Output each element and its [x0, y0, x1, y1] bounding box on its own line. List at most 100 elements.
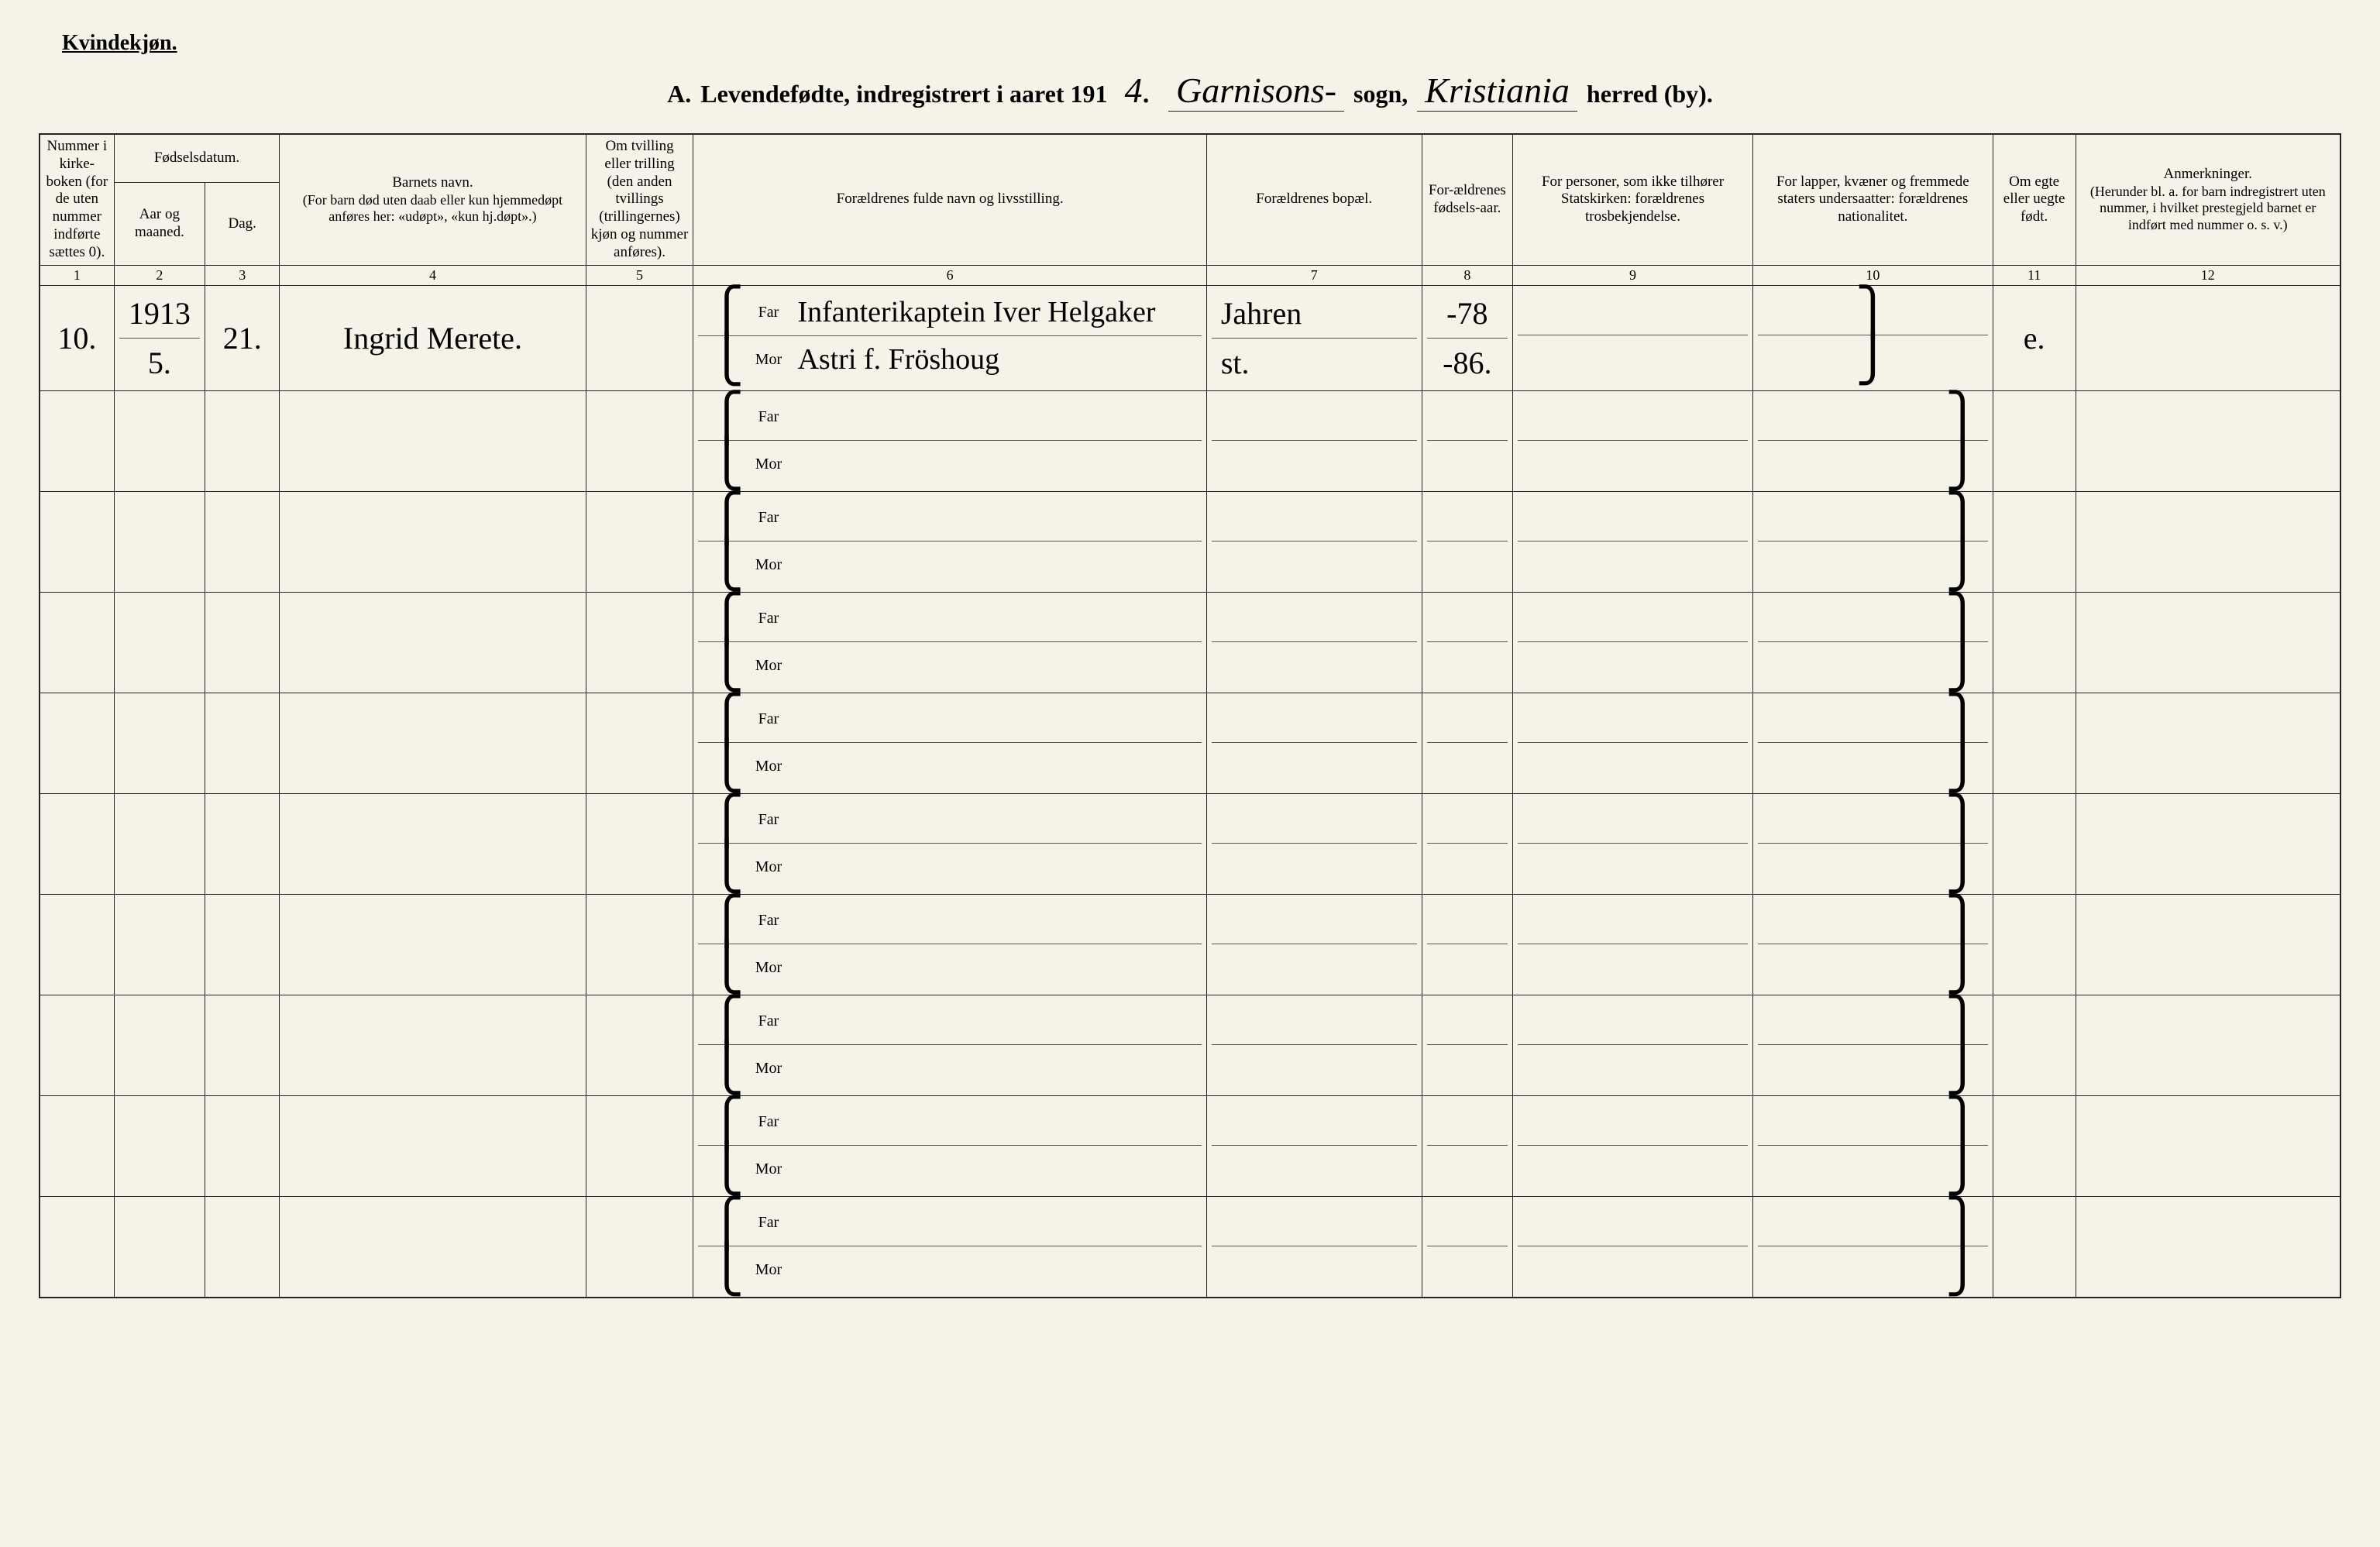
blank-cell	[280, 391, 586, 492]
colnum-5: 5	[586, 265, 693, 286]
blank-cell	[205, 492, 280, 593]
blank-cell	[40, 593, 114, 693]
mor-label: Mor	[747, 1160, 789, 1178]
blank-cell	[1422, 391, 1513, 492]
blank-cell	[114, 895, 205, 995]
entry-year-month: 1913 5.	[114, 286, 205, 391]
blank-cell	[1993, 492, 2076, 593]
blank-cell	[280, 995, 586, 1096]
entry-nationality: ⎫ ⎭	[1752, 286, 1993, 391]
colnum-7: 7	[1206, 265, 1422, 286]
blank-cell	[1206, 895, 1422, 995]
col-header-2b: Dag.	[205, 183, 280, 265]
brace-icon: ⎧	[706, 1209, 747, 1237]
section-letter: A.	[667, 80, 691, 108]
blank-cell	[586, 492, 693, 593]
colnum-9: 9	[1513, 265, 1753, 286]
blank-cell	[205, 995, 280, 1096]
brace-icon: ⎩	[706, 954, 747, 981]
far-label: Far	[747, 610, 789, 627]
blank-cell	[586, 895, 693, 995]
blank-cell	[2076, 391, 2340, 492]
blank-parents: ⎧Far ⎩Mor	[693, 593, 1206, 693]
blank-cell	[114, 693, 205, 794]
brace-icon: ⎩	[706, 1054, 747, 1082]
blank-cell	[1206, 1096, 1422, 1197]
blank-cell	[40, 794, 114, 895]
brace-icon: ⎫	[1942, 1209, 1983, 1237]
far-label: Far	[747, 408, 789, 426]
entry-anm	[2076, 286, 2340, 391]
blank-cell	[114, 794, 205, 895]
entry-bopel: Jahren st.	[1206, 286, 1422, 391]
colnum-12: 12	[2076, 265, 2340, 286]
blank-cell	[586, 391, 693, 492]
col12-title: Anmerkninger.	[2081, 166, 2335, 184]
brace-icon: ⎩	[706, 651, 747, 679]
blank-cell	[1422, 794, 1513, 895]
far-label: Far	[747, 1113, 789, 1131]
blank-cell	[114, 593, 205, 693]
blank-cell	[1206, 794, 1422, 895]
mor-label: Mor	[747, 1261, 789, 1279]
entry-num-text: 10.	[57, 321, 96, 356]
blank-cell	[586, 693, 693, 794]
col-header-2a: Aar og maaned.	[114, 183, 205, 265]
blank-cell	[1422, 593, 1513, 693]
blank-cell	[280, 895, 586, 995]
blank-row: ⎧Far ⎩Mor ⎫⎭	[40, 1096, 2340, 1197]
colnum-6: 6	[693, 265, 1206, 286]
blank-parents: ⎧Far ⎩Mor	[693, 492, 1206, 593]
blank-cell	[1993, 693, 2076, 794]
blank-row: ⎧Far ⎩Mor ⎫⎭	[40, 693, 2340, 794]
col-header-9: For personer, som ikke tilhører Statskir…	[1513, 134, 1753, 265]
brace-icon: ⎩	[706, 551, 747, 579]
year-suffix: 4.	[1117, 70, 1160, 111]
brace-icon: ⎩	[706, 853, 747, 881]
blank-parents: ⎧Far ⎩Mor	[693, 693, 1206, 794]
blank-cell	[586, 1197, 693, 1298]
entry-child-name: Ingrid Merete.	[280, 286, 586, 391]
blank-cell	[1993, 895, 2076, 995]
entry-far-bopel: Jahren	[1221, 295, 1302, 332]
page-header: Kvindekjøn. A. Levendefødte, indregistre…	[39, 31, 2341, 127]
blank-cell	[1993, 1197, 2076, 1298]
brace-icon: ⎧	[706, 1109, 747, 1136]
blank-cell	[1993, 391, 2076, 492]
mor-label: Mor	[747, 858, 789, 876]
mor-label: Mor	[747, 556, 789, 574]
entry-ym-bot: 5.	[148, 345, 171, 381]
brace-icon: ⎭	[1942, 551, 1983, 579]
entry-row: 10. 1913 5. 21. Ingrid Merete. ⎧ Far Inf…	[40, 286, 2340, 391]
blank-cell	[1513, 794, 1753, 895]
title-line: A. Levendefødte, indregistrert i aaret 1…	[39, 64, 2341, 127]
table-header: Nummer i kirke-boken (for de uten nummer…	[40, 134, 2340, 286]
blank-cell	[205, 1197, 280, 1298]
colnum-8: 8	[1422, 265, 1513, 286]
blank-cell	[1993, 593, 2076, 693]
brace-icon: ⎫	[1942, 1008, 1983, 1036]
blank-cell	[40, 693, 114, 794]
brace-icon: ⎩	[706, 345, 747, 373]
blank-cell	[40, 895, 114, 995]
blank-cell	[2076, 1096, 2340, 1197]
blank-row: ⎧Far ⎩Mor ⎫⎭	[40, 1197, 2340, 1298]
entry-far-text: Infanterikaptein Iver Helgaker	[789, 295, 1193, 329]
col-header-5: Om tvilling eller trilling (den anden tv…	[586, 134, 693, 265]
entry-mor-nat: ⎭	[1758, 335, 1988, 382]
brace-icon: ⎧	[706, 504, 747, 532]
colnum-1: 1	[40, 265, 114, 286]
blank-cell	[2076, 794, 2340, 895]
brace-icon: ⎭	[1942, 853, 1983, 881]
blank-cell	[280, 492, 586, 593]
blank-cell	[205, 895, 280, 995]
blank-cell	[114, 391, 205, 492]
blank-cell	[114, 492, 205, 593]
blank-cell	[2076, 492, 2340, 593]
brace-icon: ⎭	[1942, 450, 1983, 478]
col12-sub: (Herunder bl. a. for barn indregistrert …	[2081, 184, 2335, 234]
blank-cell	[1513, 391, 1753, 492]
brace-icon: ⎧	[706, 1008, 747, 1036]
blank-cell	[1513, 492, 1753, 593]
blank-cell	[1422, 1096, 1513, 1197]
